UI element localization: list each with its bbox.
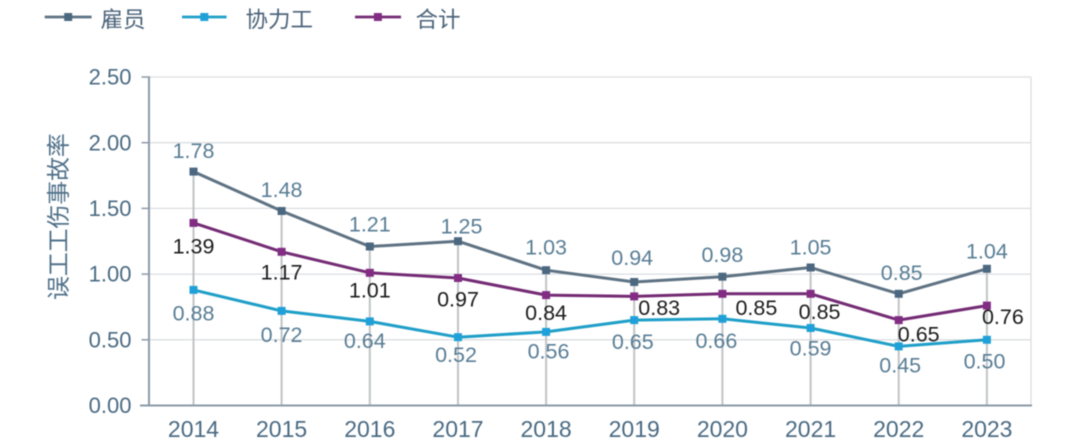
svg-text:1.25: 1.25	[441, 215, 483, 239]
svg-text:2015: 2015	[256, 416, 307, 442]
svg-text:0.52: 0.52	[435, 343, 477, 367]
svg-text:0.88: 0.88	[173, 301, 215, 325]
svg-text:2020: 2020	[697, 416, 748, 442]
svg-text:1.00: 1.00	[89, 262, 132, 287]
svg-text:1.21: 1.21	[349, 213, 391, 237]
svg-text:2018: 2018	[521, 416, 572, 442]
svg-text:1.48: 1.48	[261, 178, 303, 202]
svg-text:0.59: 0.59	[790, 337, 832, 361]
svg-text:0.85: 0.85	[799, 300, 841, 324]
svg-text:2016: 2016	[344, 416, 395, 442]
svg-text:1.50: 1.50	[89, 196, 132, 221]
svg-text:1.05: 1.05	[790, 236, 832, 260]
svg-text:2.00: 2.00	[89, 130, 132, 155]
svg-text:0.83: 0.83	[638, 296, 680, 320]
svg-text:1.01: 1.01	[349, 279, 391, 303]
svg-text:0.66: 0.66	[695, 329, 737, 353]
svg-text:2017: 2017	[432, 416, 483, 442]
svg-text:0.64: 0.64	[344, 329, 386, 353]
svg-text:0.84: 0.84	[525, 301, 567, 325]
svg-text:1.78: 1.78	[173, 139, 215, 163]
svg-text:1.17: 1.17	[261, 261, 303, 285]
svg-text:0.00: 0.00	[89, 393, 132, 418]
svg-text:0.65: 0.65	[612, 330, 654, 354]
svg-text:2.50: 2.50	[89, 65, 132, 90]
svg-text:0.76: 0.76	[982, 305, 1024, 329]
svg-text:0.94: 0.94	[611, 246, 653, 270]
svg-text:2021: 2021	[785, 416, 836, 442]
svg-text:0.50: 0.50	[89, 327, 132, 352]
svg-text:2014: 2014	[168, 416, 219, 442]
svg-text:2022: 2022	[873, 416, 924, 442]
svg-text:0.85: 0.85	[735, 296, 777, 320]
svg-text:0.50: 0.50	[964, 349, 1006, 373]
svg-text:0.45: 0.45	[879, 353, 921, 377]
svg-text:0.72: 0.72	[261, 323, 303, 347]
svg-text:2019: 2019	[609, 416, 660, 442]
svg-text:0.98: 0.98	[701, 243, 743, 267]
svg-text:0.56: 0.56	[528, 339, 570, 363]
svg-text:1.03: 1.03	[525, 236, 567, 260]
svg-text:2023: 2023	[961, 416, 1012, 442]
svg-text:1.04: 1.04	[966, 240, 1008, 264]
svg-text:0.85: 0.85	[881, 261, 923, 285]
svg-text:0.97: 0.97	[437, 287, 479, 311]
svg-text:0.65: 0.65	[898, 323, 940, 347]
svg-text:1.39: 1.39	[173, 234, 215, 258]
